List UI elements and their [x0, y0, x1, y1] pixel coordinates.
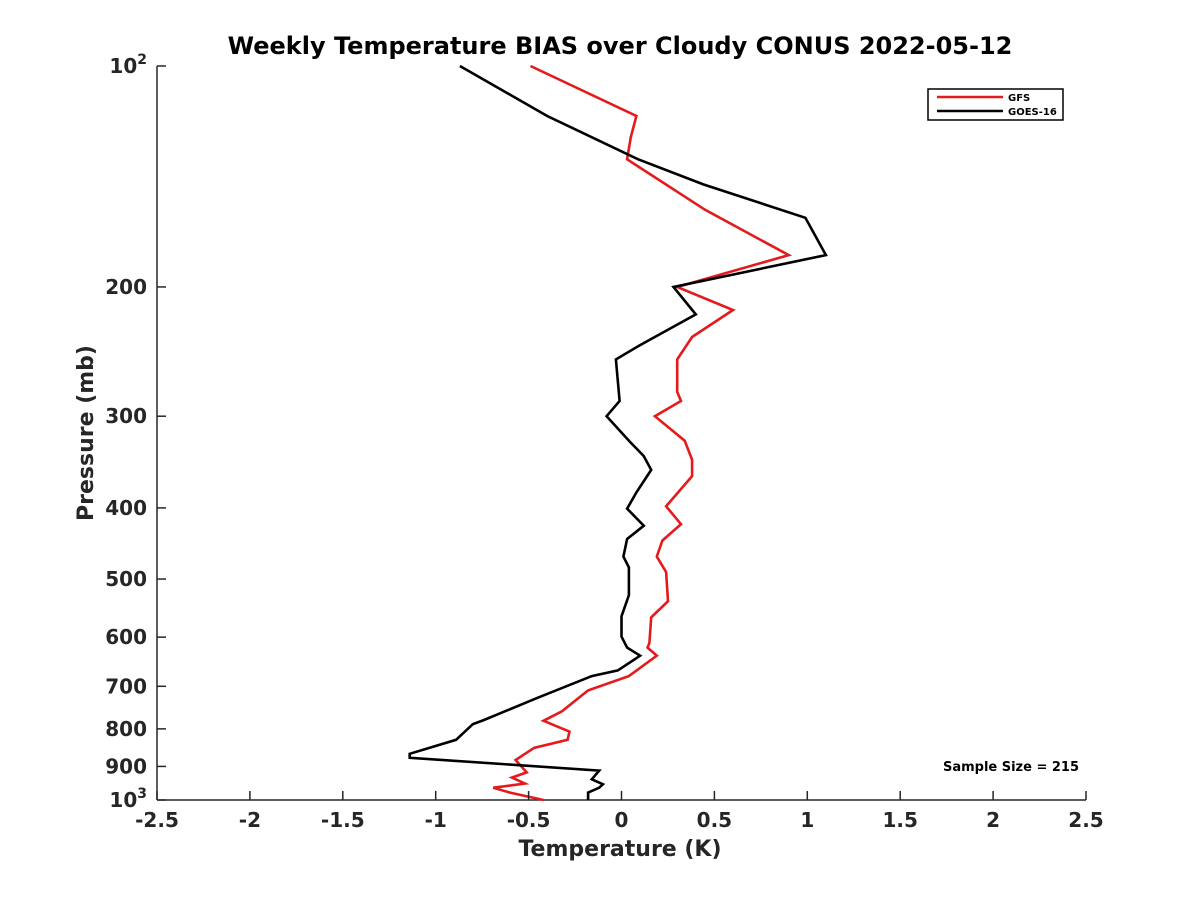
y-tick-label: 102	[109, 52, 147, 78]
series-layer	[408, 64, 828, 802]
x-tick-label: -2	[239, 808, 261, 832]
y-tick-label: 900	[105, 754, 147, 778]
y-tick-label: 103	[109, 786, 147, 812]
x-tick-label: 0	[615, 808, 629, 832]
y-tick-label: 200	[105, 275, 147, 299]
x-tick-label: 0.5	[697, 808, 732, 832]
sample-size-annotation: Sample Size = 215	[943, 760, 1079, 775]
tick-layer: -2.5 -2 -1.5 -1 -0.5 0 0.5 1 1.5 2 2.5 102 200 300 400…	[105, 52, 1103, 832]
x-tick-label: -1.5	[321, 808, 365, 832]
legend: GFS GOES-16	[927, 88, 1064, 121]
x-tick-label: -0.5	[507, 808, 551, 832]
chart-title: Weekly Temperature BIAS over Cloudy CONU…	[228, 32, 1013, 60]
x-tick-label: -1	[425, 808, 447, 832]
legend-label-gfs: GFS	[1008, 93, 1030, 104]
x-tick-label: 1.5	[882, 808, 917, 832]
series-line-gfs	[492, 64, 793, 802]
legend-label-goes16: GOES-16	[1008, 107, 1057, 118]
y-tick-label: 700	[105, 674, 147, 698]
y-tick-label: 500	[105, 567, 147, 591]
x-tick-label: 2.5	[1068, 808, 1103, 832]
x-tick-label: 1	[800, 808, 814, 832]
y-tick-label: 300	[105, 404, 147, 428]
legend-box	[927, 88, 1064, 121]
y-tick-label: 600	[105, 625, 147, 649]
x-tick-label: -2.5	[135, 808, 179, 832]
y-axis-label: Pressure (mb)	[74, 345, 99, 521]
series-line-goes16	[408, 64, 828, 800]
x-axis-label: Temperature (K)	[518, 837, 721, 862]
y-tick-label: 400	[105, 496, 147, 520]
y-tick-label: 800	[105, 717, 147, 741]
x-tick-label: 2	[986, 808, 1000, 832]
